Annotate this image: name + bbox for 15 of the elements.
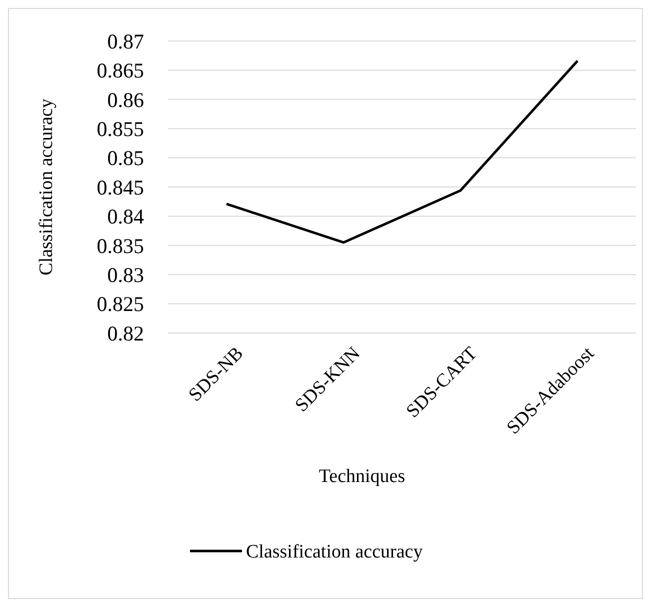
y-tick-label: 0.83 (107, 262, 144, 287)
y-tick-label: 0.82 (107, 321, 144, 346)
y-tick-label: 0.845 (96, 175, 144, 200)
y-tick-label: 0.855 (96, 116, 144, 141)
y-tick-label: 0.835 (96, 234, 144, 258)
x-axis-title: Techniques (318, 466, 406, 487)
y-tick-label: 0.85 (107, 146, 144, 170)
y-axis-title: Classification accuracy (36, 98, 57, 276)
y-tick-label: 0.865 (96, 58, 144, 83)
legend-label: Classification accuracy (246, 542, 424, 563)
line-series (225, 60, 579, 244)
y-tick-label: 0.825 (96, 292, 144, 316)
y-tick-label: 0.86 (107, 88, 144, 112)
y-tick-label: 0.87 (107, 29, 144, 54)
y-tick-label: 0.84 (107, 204, 144, 229)
